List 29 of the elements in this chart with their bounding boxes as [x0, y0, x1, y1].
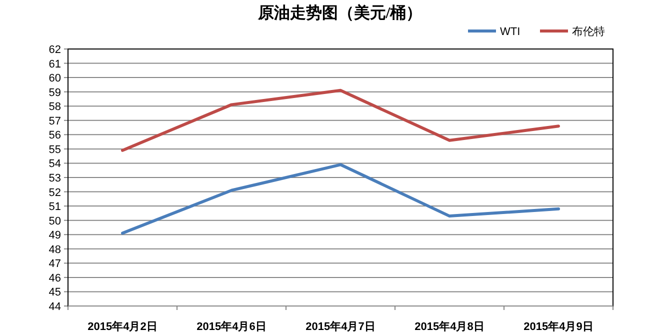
y-tick-label: 48 — [48, 244, 61, 256]
chart-title: 原油走势图（美元/桶） — [256, 3, 422, 22]
y-tick-label: 61 — [48, 58, 61, 70]
y-tick-label: 58 — [48, 101, 61, 114]
y-tick-label: 51 — [48, 201, 61, 214]
x-tick-label: 2015年4月2日 — [88, 320, 158, 333]
x-tick-label: 2015年4月6日 — [196, 320, 266, 333]
y-tick-label: 55 — [48, 144, 61, 156]
line-series — [121, 163, 560, 235]
legend-label: WTI — [500, 26, 520, 38]
x-tick-label: 2015年4月9日 — [524, 320, 594, 333]
y-tick-label: 44 — [48, 301, 61, 313]
y-tick-label: 53 — [48, 172, 61, 184]
x-tick-label: 2015年4月8日 — [414, 320, 484, 333]
y-tick-label: 46 — [48, 272, 61, 284]
y-tick-label: 62 — [48, 44, 61, 56]
x-tick-label: 2015年4月7日 — [306, 320, 376, 333]
y-tick-label: 52 — [48, 186, 61, 199]
y-tick-label: 50 — [48, 215, 61, 228]
y-tick-label: 54 — [48, 158, 61, 170]
y-tick-label: 47 — [48, 258, 61, 270]
y-tick-label: 45 — [48, 286, 61, 299]
y-tick-label: 59 — [48, 86, 61, 99]
y-tick-label: 56 — [48, 130, 61, 142]
legend-label: 布伦特 — [572, 26, 605, 38]
y-tick-label: 57 — [48, 115, 61, 128]
line-series — [121, 88, 560, 152]
y-tick-label: 49 — [48, 230, 61, 242]
y-tick-label: 60 — [48, 72, 61, 85]
